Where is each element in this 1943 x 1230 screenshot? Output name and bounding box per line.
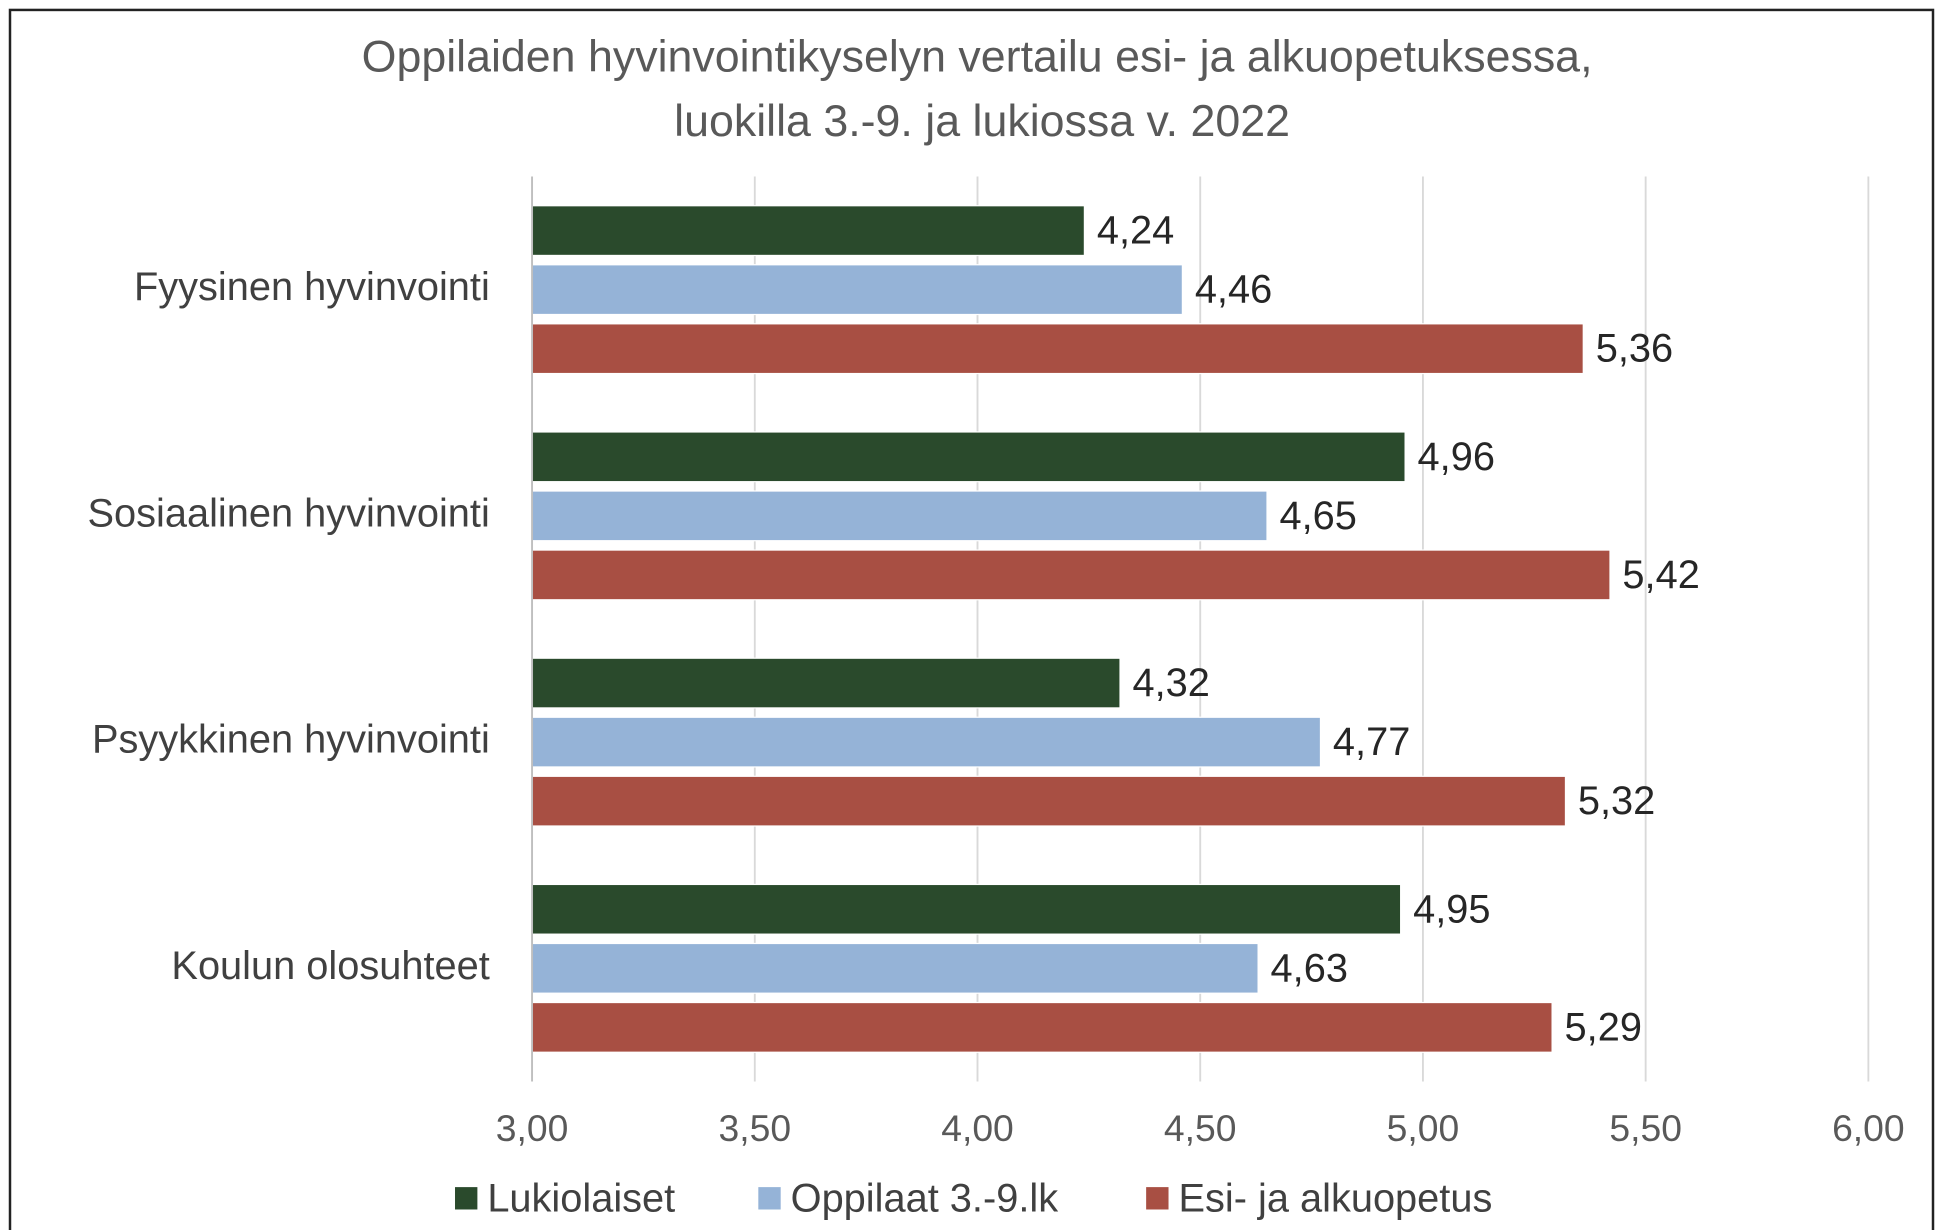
- bar: [531, 205, 1086, 257]
- data-label: 4,95: [1413, 887, 1490, 931]
- bar: [531, 1001, 1553, 1053]
- y-tick-label: Koulun olosuhteet: [171, 944, 489, 988]
- y-tick-label: Fyysinen hyvinvointi: [134, 265, 490, 309]
- y-tick-label: Sosiaalinen hyvinvointi: [87, 491, 489, 535]
- bar: [531, 490, 1268, 542]
- data-label: 5,42: [1622, 553, 1699, 597]
- x-tick-label: 3,50: [719, 1107, 792, 1149]
- data-label: 4,77: [1333, 720, 1410, 764]
- legend-swatch: [758, 1187, 781, 1210]
- y-tick-label: Psyykkinen hyvinvointi: [92, 718, 490, 762]
- data-label: 4,63: [1271, 946, 1348, 990]
- bar: [531, 549, 1611, 601]
- legend-swatch: [455, 1187, 478, 1210]
- bar: [531, 883, 1402, 935]
- data-label: 4,65: [1279, 494, 1356, 538]
- data-label: 4,24: [1097, 209, 1174, 253]
- legend-label: Esi- ja alkuopetus: [1178, 1176, 1492, 1220]
- data-label: 4,46: [1195, 268, 1272, 312]
- bar: [531, 431, 1406, 483]
- data-label: 4,32: [1132, 661, 1209, 705]
- bar: [531, 775, 1567, 827]
- x-tick-label: 3,00: [496, 1107, 569, 1149]
- x-tick-label: 4,00: [941, 1107, 1014, 1149]
- bar: [531, 657, 1121, 709]
- legend-swatch: [1146, 1187, 1169, 1210]
- chart-title: Oppilaiden hyvinvointikyselyn vertailu e…: [362, 31, 1593, 81]
- data-label: 5,36: [1596, 327, 1673, 371]
- bar: [531, 264, 1184, 316]
- x-tick-label: 5,00: [1387, 1107, 1460, 1149]
- bar: [531, 716, 1322, 768]
- data-label: 4,96: [1418, 435, 1495, 479]
- x-tick-label: 6,00: [1832, 1107, 1905, 1149]
- data-label: 5,32: [1578, 779, 1655, 823]
- bar: [531, 323, 1584, 375]
- bar: [531, 942, 1259, 994]
- x-tick-label: 4,50: [1164, 1107, 1237, 1149]
- legend-label: Oppilaat 3.-9.lk: [791, 1176, 1059, 1220]
- data-label: 5,29: [1565, 1005, 1642, 1049]
- chart-title: luokilla 3.-9. ja lukiossa v. 2022: [674, 96, 1290, 146]
- x-tick-label: 5,50: [1609, 1107, 1682, 1149]
- legend-label: Lukiolaiset: [487, 1176, 675, 1220]
